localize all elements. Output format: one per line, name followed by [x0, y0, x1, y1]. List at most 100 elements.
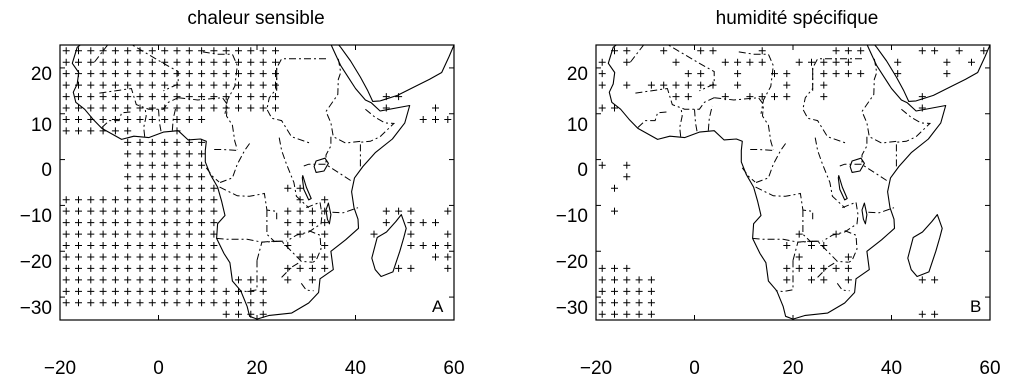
plus-marker: [210, 287, 218, 295]
plus-marker: [136, 58, 144, 66]
plus-marker: [611, 287, 618, 295]
plus-marker: [321, 196, 329, 204]
plus-marker: [808, 242, 815, 249]
plus-marker: [259, 287, 267, 295]
plus-marker: [734, 81, 742, 89]
plus-marker: [210, 196, 218, 204]
plus-marker: [832, 230, 840, 238]
africa-coastline: [71, 45, 411, 320]
panel-b-title: humidité spécifique: [716, 8, 879, 29]
plus-marker: [75, 196, 82, 204]
plus-marker: [857, 47, 865, 55]
plus-marker: [62, 47, 70, 55]
plus-marker: [647, 299, 655, 307]
plus-marker: [185, 230, 193, 238]
plus-marker: [296, 207, 304, 215]
plus-marker: [111, 93, 119, 101]
panel-b-x-tick-labels: −20 0 20 40 60: [580, 358, 1001, 379]
plus-marker: [623, 287, 631, 295]
plus-marker: [161, 253, 169, 261]
plus-marker: [844, 70, 852, 78]
plus-marker: [148, 47, 156, 55]
panel-b-axis-ticks: [595, 45, 991, 320]
plus-marker: [185, 196, 193, 204]
plus-marker: [161, 184, 169, 192]
plus-marker: [598, 299, 606, 307]
plus-marker: [62, 70, 70, 78]
plus-marker: [136, 93, 144, 101]
country-border: [219, 186, 278, 220]
plus-marker: [124, 173, 132, 181]
plus-marker: [136, 253, 144, 261]
plus-marker: [820, 93, 828, 101]
plus-marker: [124, 196, 132, 204]
plus-marker: [321, 219, 329, 227]
plus-marker: [684, 81, 692, 89]
plus-marker: [955, 47, 963, 55]
plus-marker: [148, 70, 156, 78]
country-border: [755, 186, 814, 220]
plus-marker: [161, 58, 169, 66]
plus-marker: [623, 173, 631, 181]
plus-marker: [684, 70, 692, 78]
plus-marker: [272, 70, 279, 78]
plus-marker: [247, 47, 255, 55]
plus-marker: [111, 230, 119, 238]
plus-marker: [444, 207, 452, 215]
plus-marker: [623, 47, 631, 55]
plus-marker: [734, 58, 742, 66]
country-border: [792, 240, 849, 263]
plus-marker: [259, 299, 267, 307]
plus-marker: [321, 207, 329, 215]
plus-marker: [75, 93, 82, 101]
plus-marker: [832, 264, 840, 272]
plus-marker: [148, 196, 156, 204]
plus-marker: [296, 219, 304, 227]
plus-marker: [247, 310, 255, 318]
plus-marker: [198, 196, 206, 204]
plus-marker: [173, 70, 181, 78]
plus-marker: [284, 242, 292, 249]
plus-marker: [672, 81, 680, 89]
plus-marker: [124, 161, 132, 169]
plus-marker: [697, 47, 705, 55]
plus-marker: [844, 47, 852, 55]
plus-marker: [395, 207, 403, 215]
plus-marker: [124, 116, 132, 123]
plus-marker: [783, 70, 791, 78]
x-tick-label: 0: [689, 358, 700, 379]
plus-marker: [968, 58, 975, 66]
plus-marker: [75, 219, 82, 227]
plus-marker: [62, 242, 70, 249]
plus-marker: [308, 264, 316, 272]
plus-marker: [62, 264, 70, 272]
country-border: [694, 109, 698, 132]
country-border: [868, 207, 895, 214]
plus-marker: [136, 173, 144, 181]
x-tick-label: 40: [881, 358, 902, 379]
plus-marker: [62, 116, 70, 123]
plus-marker: [647, 287, 655, 295]
x-tick-label: 60: [443, 358, 464, 379]
plus-marker: [918, 93, 926, 101]
plus-marker: [382, 93, 390, 101]
country-border: [738, 51, 774, 114]
plus-marker: [75, 47, 82, 55]
plus-marker: [99, 70, 107, 78]
plus-marker: [635, 310, 643, 318]
plus-marker: [62, 219, 70, 227]
madagascar-coastline: [371, 214, 407, 278]
plus-marker: [247, 70, 255, 78]
country-border: [325, 58, 361, 144]
plus-marker: [746, 93, 754, 101]
plus-marker: [709, 47, 717, 55]
plus-marker: [173, 116, 181, 123]
plus-marker: [247, 93, 255, 101]
plus-marker: [210, 104, 218, 112]
plus-marker: [161, 196, 169, 204]
plus-marker: [235, 299, 242, 307]
plus-marker: [419, 242, 427, 249]
plus-marker: [99, 81, 107, 89]
plus-marker: [173, 161, 181, 169]
